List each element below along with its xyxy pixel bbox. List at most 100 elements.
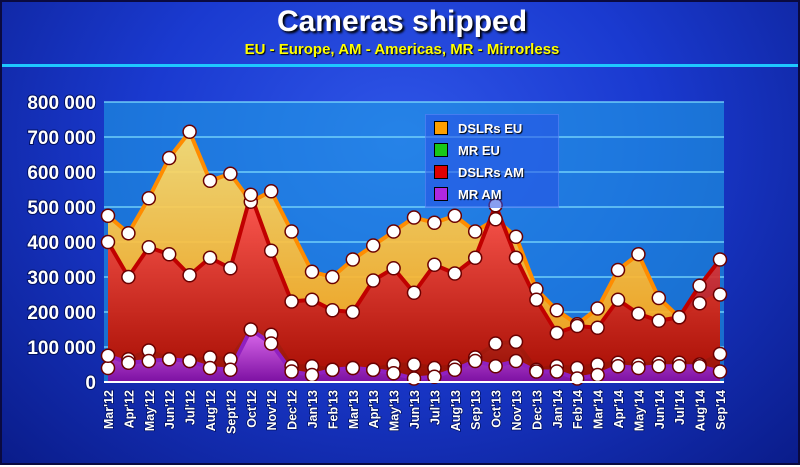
x-tick-label: Oct'13 (490, 390, 504, 428)
x-tick-label: Apr'14 (612, 390, 626, 428)
x-tick-label: Jan'14 (551, 390, 565, 428)
y-tick-label: 700 000 (27, 128, 96, 149)
point-dslrs-am (304, 292, 320, 307)
point-mr-am (141, 353, 157, 369)
x-tick-label: Aug'12 (204, 390, 218, 431)
point-dslrs-eu (263, 184, 279, 199)
point-mr-am (304, 367, 320, 383)
point-mr-am (549, 364, 565, 379)
point-mr-am (202, 360, 218, 376)
point-dslrs-eu (121, 226, 136, 241)
point-mr-eu (508, 334, 524, 349)
point-dslrs-eu (284, 224, 299, 239)
y-tick-label: 200 000 (27, 303, 96, 324)
point-mr-am (406, 371, 422, 386)
point-dslrs-am (406, 285, 422, 300)
x-tick-label: Apr'13 (367, 390, 381, 428)
point-dslrs-am (202, 250, 218, 265)
point-dslrs-eu (712, 287, 728, 302)
header-divider (2, 64, 798, 67)
point-mr-am (284, 364, 299, 379)
point-mr-am (427, 369, 442, 384)
legend-swatch-dslrs-eu (434, 121, 448, 135)
point-mr-eu (712, 346, 728, 362)
point-mr-am (590, 367, 605, 383)
point-dslrs-eu (651, 290, 667, 306)
x-tick-label: Jul'13 (428, 390, 442, 425)
point-dslrs-am (365, 273, 381, 288)
point-dslrs-eu (141, 191, 157, 206)
point-dslrs-am (610, 292, 626, 307)
x-tick-label: Jan'13 (306, 390, 320, 428)
point-dslrs-eu (386, 224, 401, 239)
point-dslrs-eu (692, 296, 707, 311)
y-tick-label: 300 000 (27, 268, 96, 289)
y-tick-label: 400 000 (27, 233, 96, 254)
area-mr-am (108, 329, 720, 382)
point-dslrs-am (161, 247, 177, 262)
point-mr-am (569, 371, 585, 386)
point-dslrs-am (590, 320, 605, 335)
point-mr-am (508, 353, 524, 369)
point-dslrs-am (569, 318, 585, 334)
point-mr-eu (406, 357, 422, 372)
point-dslrs-am (549, 325, 565, 341)
point-mr-am (243, 322, 259, 337)
legend-label-mr-eu: MR EU (458, 142, 500, 158)
x-tick-label: Sept'12 (224, 390, 238, 434)
x-tick-label: Nov'12 (265, 390, 279, 431)
point-dslrs-am (692, 278, 707, 293)
point-dslrs-eu (161, 150, 177, 166)
legend-swatch-dslrs-am (434, 165, 448, 179)
point-mr-am (223, 362, 238, 377)
legend-item-dslrs-eu: DSLRs EU (434, 119, 522, 137)
legend-swatch-mr-am (434, 187, 448, 201)
chart-subtitle: EU - Europe, AM - Americas, MR - Mirrorl… (244, 41, 560, 58)
point-mr-am (651, 359, 667, 374)
x-tick-label: Jun'12 (163, 390, 177, 429)
point-dslrs-eu (488, 212, 503, 227)
point-dslrs-eu (202, 173, 218, 188)
point-dslrs-eu (427, 215, 442, 230)
point-mr-eu (488, 336, 503, 351)
y-tick-label: 0 (85, 373, 96, 394)
legend-item-mr-am: MR AM (434, 185, 502, 203)
y-tick-label: 600 000 (27, 163, 96, 184)
legend-item-mr-eu: MR EU (434, 141, 500, 159)
point-dslrs-eu (508, 229, 524, 244)
x-tick-label: Feb'14 (571, 390, 585, 429)
point-dslrs-am (263, 243, 279, 258)
point-mr-am (161, 352, 177, 367)
point-mr-am (529, 364, 544, 379)
legend-swatch-mr-eu (434, 143, 448, 157)
x-tick-label: Dec'13 (530, 390, 544, 430)
point-dslrs-am (508, 250, 524, 265)
point-mr-am (121, 355, 136, 370)
x-tick-label: Oct'12 (245, 390, 259, 428)
x-tick-label: Mar'12 (102, 390, 116, 429)
x-tick-label: Feb'13 (326, 390, 340, 429)
point-mr-am (671, 359, 687, 374)
legend: DSLRs EU MR EU DSLRs AM MR AM (425, 114, 559, 208)
x-tick-label: Jul'12 (184, 390, 198, 425)
point-dslrs-am (284, 294, 299, 309)
point-mr-eu (100, 360, 116, 376)
point-mr-am (712, 364, 728, 379)
point-dslrs-am (447, 266, 463, 281)
point-dslrs-eu (467, 224, 483, 239)
point-dslrs-am (467, 250, 483, 265)
point-mr-am (100, 348, 116, 363)
point-dslrs-eu (100, 208, 116, 223)
point-dslrs-am (325, 303, 340, 318)
point-mr-am (692, 359, 707, 374)
point-dslrs-eu (345, 252, 361, 267)
point-dslrs-am (529, 292, 544, 307)
point-dslrs-am (631, 306, 646, 321)
point-dslrs-am (223, 261, 238, 276)
point-dslrs-eu (304, 264, 320, 279)
y-tick-label: 100 000 (27, 338, 96, 359)
legend-label-dslrs-eu: DSLRs EU (458, 120, 523, 136)
point-dslrs-am (121, 269, 136, 285)
